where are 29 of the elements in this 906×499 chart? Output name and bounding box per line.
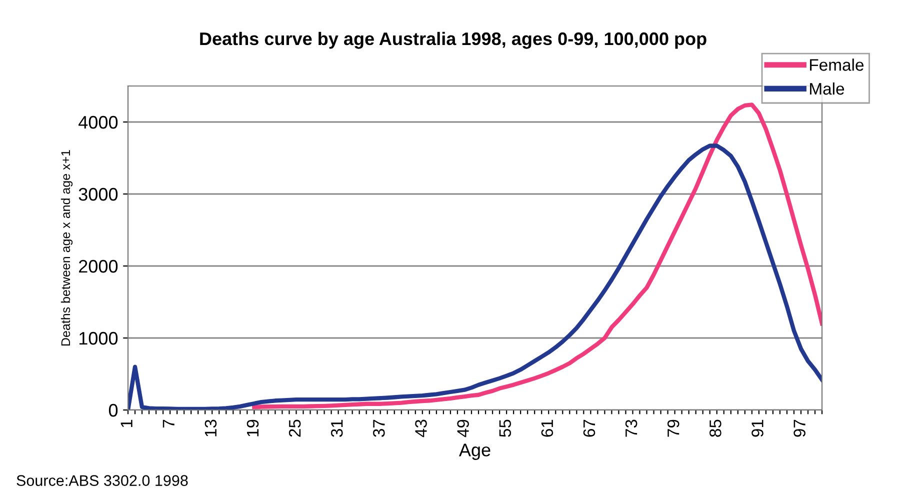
- x-tick-label: 31: [330, 420, 343, 437]
- x-tick-label: 61: [541, 420, 554, 437]
- x-tick-label: 19: [246, 420, 259, 436]
- x-tick-label: 49: [457, 420, 469, 438]
- x-tick-label: 67: [583, 420, 596, 437]
- y-axis-title: Deaths between age x and age x+1: [60, 150, 73, 346]
- line-series: [252, 102, 822, 410]
- x-tick-label: 91: [752, 420, 764, 437]
- x-tick-label: 85: [710, 420, 722, 437]
- y-tick-label: 2000: [79, 260, 118, 273]
- y-tick-label: 4000: [78, 116, 118, 129]
- chart-title: Deaths curve by age Australia 1998, ages 0-99, 100,000 pop: [200, 32, 706, 49]
- source-note: Source:ABS 3302.0 1998: [16, 475, 188, 486]
- x-tick-label: 37: [373, 420, 385, 437]
- x-tick-label: 43: [415, 420, 427, 438]
- y-tick-label: 3000: [78, 188, 118, 201]
- x-tick-label: 13: [204, 420, 217, 436]
- legend-label: Female: [810, 58, 864, 71]
- x-tick-label: 73: [625, 420, 638, 437]
- y-tick-label: 0: [108, 404, 118, 417]
- x-tick-label: 97: [794, 420, 806, 437]
- legend-label: Male: [810, 82, 844, 95]
- x-tick-label: 7: [162, 420, 174, 428]
- x-tick-label: 1: [120, 420, 132, 428]
- x-tick-label: 79: [667, 420, 680, 437]
- x-axis-title: Age: [458, 444, 490, 460]
- y-tick-label: 1000: [79, 332, 118, 345]
- x-tick-label: 55: [499, 420, 512, 437]
- x-tick-label: 25: [288, 420, 301, 437]
